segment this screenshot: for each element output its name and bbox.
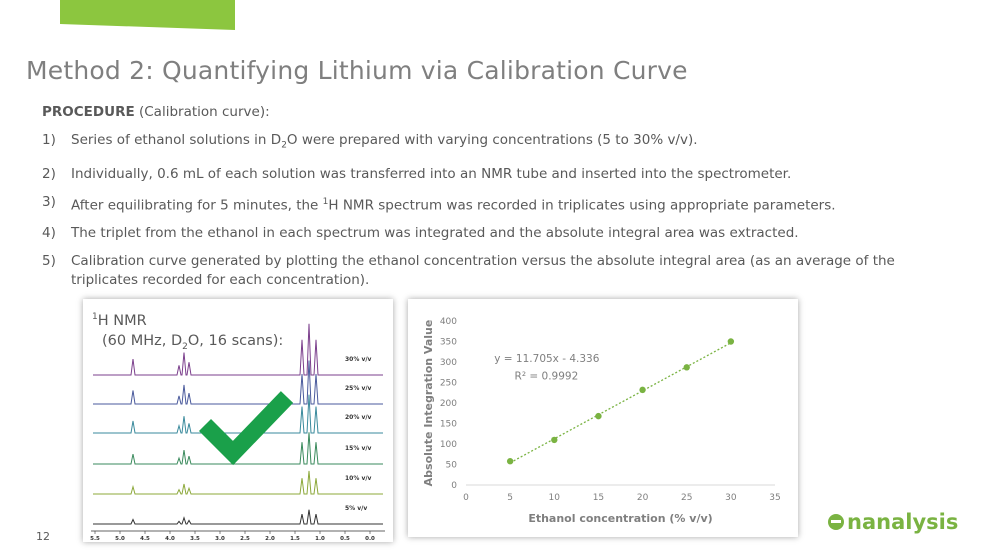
y-tick-label: 200 [440,399,457,409]
calibration-chart: 0 50 100 150 200 250 300 350 400 0 5 10 15 20 25 30 35 Et… [422,317,781,525]
nmr-tick-label: 5.0 [115,536,125,542]
step-number: 5) [42,253,56,270]
nmr-spectrum-trace [93,470,383,495]
nmr-tick-label: 2.5 [240,536,250,542]
x-tick-label: 5 [507,493,513,503]
step-4: 4) The triplet from the ethanol in each … [42,224,922,243]
nmr-spectrum-trace [93,509,383,525]
nmr-tick-label: 4.0 [165,536,175,542]
x-tick-label: 15 [593,493,604,503]
nmr-spectrum-trace [93,394,383,434]
y-tick-label: 50 [446,461,458,471]
step-2: 2) Individually, 0.6 mL of each solution… [42,165,922,184]
data-point [551,436,558,444]
nmr-tick-label: 1.5 [290,536,300,542]
concentration-label: 20% v/v [345,414,372,421]
x-axis-label: Ethanol concentration (% v/v) [528,512,712,525]
step-number: 1) [42,132,56,148]
page-number: 12 [36,530,50,543]
concentration-label: 30% v/v [345,356,372,363]
step-5: 5) Calibration curve generated by plotti… [42,252,922,290]
page-title: Method 2: Quantifying Lithium via Calibr… [26,56,688,85]
trendline [509,342,732,464]
checkmark-icon [198,391,294,466]
step-3: 3) After equilibrating for 5 minutes, th… [42,193,922,216]
concentration-label: 15% v/v [345,445,372,452]
nmr-spectrum-trace [93,432,383,465]
concentration-label: 25% v/v [345,385,372,392]
r-squared-label: R² = 0.9992 [515,371,579,383]
company-logo: nanalysis [828,510,958,534]
nmr-spectrum-trace [93,323,383,376]
logo-icon [828,514,844,530]
x-tick-label: 20 [637,493,649,503]
y-tick-label: 150 [440,420,457,430]
trendline-equation: y = 11.705x - 4.336 [494,353,599,365]
step-number: 3) [42,193,56,210]
data-point [683,364,690,371]
y-tick-label: 100 [440,440,457,450]
concentration-label: 10% v/v [345,475,372,482]
nmr-tick-label: 3.0 [215,536,225,542]
nmr-title: 1H NMR (60 MHz, D2O, 16 scans): [92,312,284,352]
step-text: Individually, 0.6 mL of each solution wa… [71,165,792,182]
procedure-label: PROCEDURE [42,104,135,120]
y-tick-label: 250 [440,379,457,389]
nmr-tick-label: 3.5 [190,536,200,542]
x-tick-label: 0 [463,493,469,503]
procedure-steps: 1) Series of ethanol solutions in D2O we… [42,131,922,299]
step-number: 2) [42,165,56,182]
nmr-tick-label: 1.0 [315,536,325,542]
nmr-tick-label: 0.5 [340,536,350,542]
nmr-tick-label: 5.5 [90,536,100,542]
x-tick-label: 35 [769,493,780,503]
nmr-tick-label: 2.0 [265,536,275,542]
accent-bar [60,0,235,30]
nmr-spectrum-trace [93,360,383,405]
nmr-tick-label: 0.0 [365,536,375,542]
step-text: The triplet from the ethanol in each spe… [71,225,799,242]
nmr-spectra-plot: 30% v/v 25% v/v 20% v/v 15% v/v 10% v/v 5% v/… [90,323,385,542]
x-tick-label: 25 [681,493,692,503]
data-point [595,412,602,420]
data-point [727,338,735,345]
step-number: 4) [42,225,56,242]
y-axis-label: Absolute Integration Value [422,320,435,487]
data-point [506,458,514,465]
y-tick-label: 400 [440,317,457,327]
data-point [639,386,646,394]
step-text: Calibration curve generated by plotting … [71,253,895,289]
calibration-chart-panel: 0 50 100 150 200 250 300 350 400 0 5 10 15 20 25 30 35 Et… [408,299,798,537]
step-text: After equilibrating for 5 minutes, the 1… [71,196,836,214]
concentration-label: 5% v/v [345,505,367,512]
step-1: 1) Series of ethanol solutions in D2O we… [42,131,922,156]
procedure-suffix: (Calibration curve): [134,104,270,120]
y-tick-label: 350 [440,338,457,348]
nmr-spectra-panel: 30% v/v 25% v/v 20% v/v 15% v/v 10% v/v 5% v/… [83,299,393,542]
nmr-tick-label: 4.5 [140,536,150,542]
y-tick-label: 300 [440,358,457,368]
step-text: Series of ethanol solutions in D2O were … [71,132,698,151]
y-tick-label: 0 [451,481,457,491]
x-tick-label: 30 [725,493,737,503]
logo-text: nanalysis [847,510,959,534]
x-tick-label: 10 [549,493,561,503]
procedure-heading: PROCEDURE (Calibration curve): [42,104,270,120]
